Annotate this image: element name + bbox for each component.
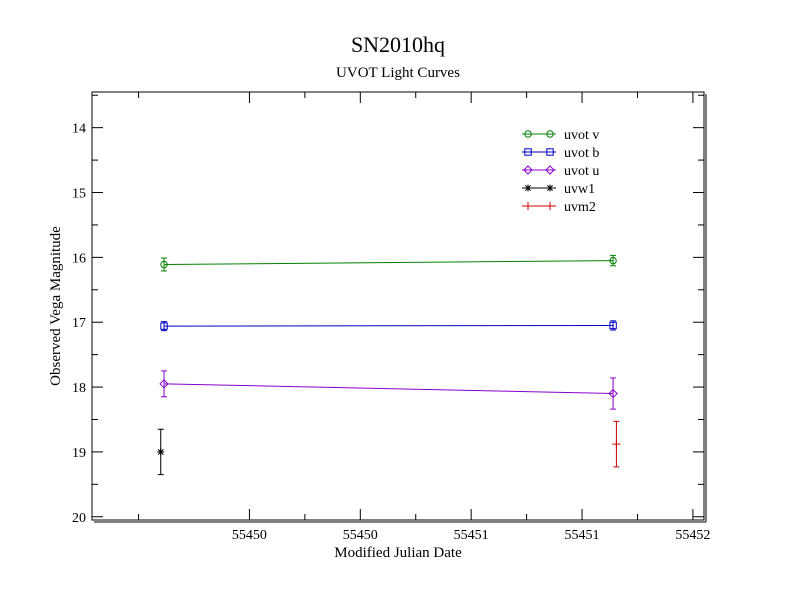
series-uvot-v xyxy=(160,254,617,272)
data-series xyxy=(157,254,621,476)
data-point-uvot-u xyxy=(159,379,169,389)
data-point-uvot-b xyxy=(609,321,617,330)
series-line-uvot-b xyxy=(164,324,614,327)
legend-label-uvm2: uvm2 xyxy=(564,200,596,215)
legend-marker-uvot-v xyxy=(524,130,532,138)
legend-marker-uvot-u xyxy=(523,165,533,175)
y-tick-label: 19 xyxy=(72,446,86,461)
x-tick-label: 55451 xyxy=(565,528,600,543)
legend-label-uvot-v: uvot v xyxy=(564,128,599,143)
data-point-uvot-v xyxy=(160,260,168,269)
legend: uvot v uvot b uvot u uvw1 uvm2 xyxy=(522,128,599,215)
error-bar-uvot-v xyxy=(161,257,168,272)
x-tick-label: 55452 xyxy=(675,528,710,543)
legend-marker-uvot-b xyxy=(546,148,554,156)
chart-title: SN2010hq xyxy=(351,32,445,57)
legend-item-uvw1: uvw1 xyxy=(522,182,595,197)
chart-subtitle: UVOT Light Curves xyxy=(336,65,460,81)
series-uvot-u xyxy=(159,370,618,410)
y-axis-label: Observed Vega Magnitude xyxy=(48,226,64,386)
legend-marker-uvm2 xyxy=(524,202,532,210)
legend-label-uvot-b: uvot b xyxy=(564,146,599,161)
legend-label-uvw1: uvw1 xyxy=(564,182,595,197)
error-bar-uvot-u xyxy=(610,377,617,410)
data-point-uvot-v xyxy=(609,256,617,265)
y-tick-label: 15 xyxy=(72,187,86,202)
legend-item-uvot-u: uvot u xyxy=(522,164,599,179)
data-point-uvot-u xyxy=(608,388,618,399)
data-point-uvw1 xyxy=(157,448,165,456)
error-bar-uvot-u xyxy=(161,370,168,398)
x-axis-ticks: 55450 55450 55451 55451 55452 xyxy=(138,92,710,543)
x-tick-label: 55451 xyxy=(454,528,489,543)
legend-item-uvot-v: uvot v xyxy=(522,128,599,143)
legend-marker-uvot-b xyxy=(524,148,532,156)
y-axis-ticks: 14 15 16 17 18 19 20 xyxy=(72,94,704,526)
y-tick-label: 16 xyxy=(72,251,86,266)
series-uvot-b xyxy=(160,320,617,332)
legend-item-uvm2: uvm2 xyxy=(522,200,596,215)
y-tick-label: 18 xyxy=(72,381,86,396)
x-tick-label: 55450 xyxy=(343,528,378,543)
legend-label-uvot-u: uvot u xyxy=(564,164,599,179)
x-axis-label: Modified Julian Date xyxy=(334,545,462,561)
series-line-uvot-u xyxy=(164,383,614,395)
y-tick-label: 20 xyxy=(72,511,86,526)
series-line-uvot-v xyxy=(164,260,614,265)
series-uvw1 xyxy=(157,428,165,476)
plot-frame xyxy=(91,91,705,521)
legend-marker-uvw1 xyxy=(546,184,554,192)
data-point-uvm2 xyxy=(612,440,621,449)
series-uvm2 xyxy=(612,420,621,468)
legend-item-uvot-b: uvot b xyxy=(522,146,599,161)
x-tick-label: 55450 xyxy=(232,528,267,543)
legend-marker-uvw1 xyxy=(524,184,532,192)
y-tick-label: 14 xyxy=(72,122,86,137)
legend-marker-uvot-u xyxy=(545,165,555,175)
y-tick-label: 17 xyxy=(72,316,86,331)
legend-marker-uvm2 xyxy=(546,202,554,210)
legend-marker-uvot-v xyxy=(546,130,554,138)
data-point-uvot-b xyxy=(160,322,168,330)
